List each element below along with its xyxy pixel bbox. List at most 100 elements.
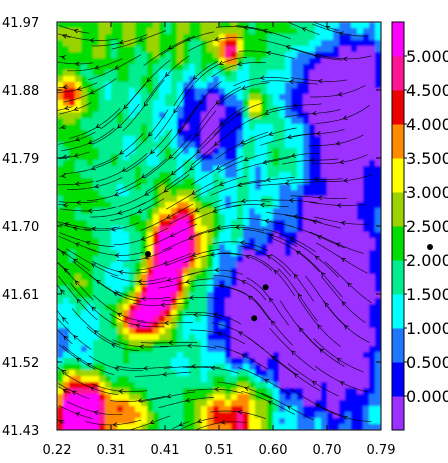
heatmap-cell: [309, 166, 316, 173]
heatmap-cell: [321, 220, 328, 227]
heatmap-cell: [183, 208, 190, 215]
heatmap-cell: [93, 160, 100, 167]
heatmap-cell: [99, 112, 106, 119]
heatmap-cell: [87, 382, 94, 389]
heatmap-cell: [279, 226, 286, 233]
heatmap-cell: [99, 88, 106, 95]
streamline-arrow: [94, 65, 100, 70]
heatmap-cell: [129, 238, 136, 245]
heatmap-cell: [249, 220, 256, 227]
heatmap-cell: [297, 154, 304, 161]
heatmap-cell: [297, 22, 304, 29]
heatmap-cell: [357, 124, 364, 131]
streamline-arrow: [185, 397, 191, 403]
heatmap-cell: [219, 406, 226, 413]
heatmap-cell: [117, 46, 124, 53]
heatmap-cell: [153, 352, 160, 359]
heatmap-cell: [249, 286, 256, 293]
heatmap-cell: [219, 88, 226, 95]
heatmap-cell: [369, 352, 376, 359]
heatmap-cell: [159, 70, 166, 77]
heatmap-cell: [57, 118, 64, 125]
heatmap-cell: [291, 238, 298, 245]
heatmap-cell: [231, 154, 238, 161]
heatmap-cell: [303, 370, 310, 377]
heatmap-cell: [303, 328, 310, 335]
heatmap-cell: [225, 358, 232, 365]
heatmap-cell: [321, 76, 328, 83]
heatmap-cell: [321, 394, 328, 401]
heatmap-cell: [285, 40, 292, 47]
heatmap-cell: [63, 88, 70, 95]
heatmap-cell: [297, 304, 304, 311]
heatmap-cell: [105, 184, 112, 191]
heatmap-cell: [279, 190, 286, 197]
heatmap-cell: [141, 178, 148, 185]
heatmap-cell: [111, 46, 118, 53]
heatmap-cell: [57, 292, 64, 299]
heatmap-cell: [315, 316, 322, 323]
heatmap-cell: [375, 166, 381, 173]
heatmap-cell: [123, 148, 130, 155]
heatmap-cell: [261, 424, 268, 430]
streamline-arrow: [317, 324, 322, 330]
heatmap-cell: [87, 250, 94, 257]
heatmap-cell: [267, 418, 274, 425]
heatmap-cell: [117, 178, 124, 185]
heatmap-cell: [369, 112, 376, 119]
heatmap-cell: [153, 214, 160, 221]
heatmap-cell: [267, 376, 274, 383]
heatmap-cell: [207, 94, 214, 101]
heatmap-cell: [117, 88, 124, 95]
heatmap-cell: [267, 64, 274, 71]
heatmap-cell: [159, 154, 166, 161]
heatmap-cell: [141, 172, 148, 179]
streamline-arrow: [317, 195, 323, 201]
heatmap-cell: [231, 376, 238, 383]
heatmap-cell: [189, 64, 196, 71]
heatmap-cell: [327, 88, 334, 95]
heatmap-cell: [375, 364, 381, 371]
heatmap-cell: [243, 232, 250, 239]
heatmap-cell: [297, 106, 304, 113]
heatmap-cell: [69, 22, 76, 29]
heatmap-cell: [195, 172, 202, 179]
heatmap-cell: [87, 328, 94, 335]
heatmap-cell: [117, 250, 124, 257]
heatmap-cell: [129, 94, 136, 101]
heatmap-cell: [333, 100, 340, 107]
heatmap-cell: [237, 220, 244, 227]
heatmap-cell: [87, 256, 94, 263]
heatmap-cell: [183, 370, 190, 377]
heatmap-cell: [261, 268, 268, 275]
heatmap-cell: [87, 388, 94, 395]
heatmap-cell: [177, 82, 184, 89]
heatmap-cell: [243, 28, 250, 35]
heatmap-cell: [165, 76, 172, 83]
heatmap-cell: [165, 172, 172, 179]
heatmap-cell: [195, 106, 202, 113]
heatmap-cell: [171, 406, 178, 413]
heatmap-cell: [231, 190, 238, 197]
heatmap-cell: [327, 184, 334, 191]
heatmap-cell: [69, 70, 76, 77]
heatmap-cell: [345, 58, 352, 65]
streamline-arrow: [194, 207, 200, 212]
heatmap-cell: [183, 226, 190, 233]
heatmap-cell: [273, 106, 280, 113]
heatmap-cell: [129, 232, 136, 239]
heatmap-cell: [231, 202, 238, 209]
heatmap-cell: [255, 358, 262, 365]
heatmap-cell: [183, 340, 190, 347]
heatmap-cell: [75, 232, 82, 239]
heatmap-cell: [87, 376, 94, 383]
heatmap-cell: [243, 304, 250, 311]
heatmap-cell: [147, 388, 154, 395]
streamline-arrow: [215, 165, 221, 170]
heatmap-cell: [201, 412, 208, 419]
heatmap-cell: [153, 322, 160, 329]
heatmap-cell: [363, 124, 370, 131]
heatmap-cell: [351, 76, 358, 83]
heatmap-cell: [261, 70, 268, 77]
heatmap-cell: [207, 184, 214, 191]
